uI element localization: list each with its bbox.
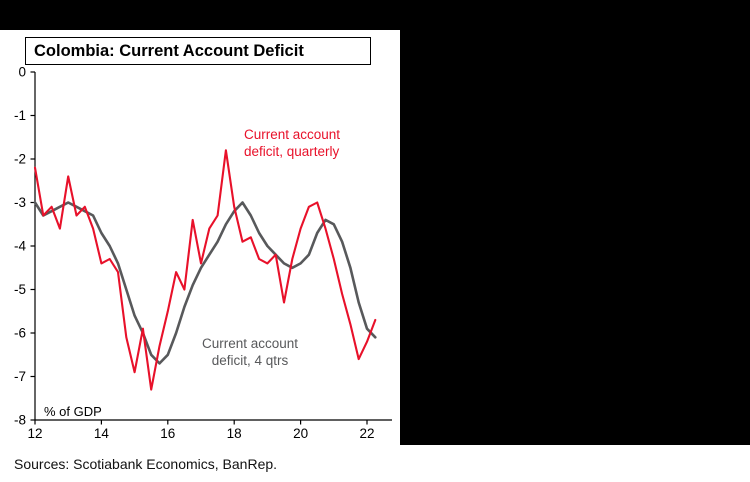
legend-quarterly-line2: deficit, quarterly (244, 144, 340, 159)
chart-title: Colombia: Current Account Deficit (34, 41, 304, 60)
legend-4qtrs: Current account deficit, 4 qtrs (170, 335, 330, 369)
footer-bar: Sources: Scotiabank Economics, BanRep. (0, 445, 750, 482)
svg-text:14: 14 (94, 426, 110, 441)
svg-text:-4: -4 (14, 239, 26, 254)
svg-text:18: 18 (227, 426, 242, 441)
svg-text:-7: -7 (14, 369, 26, 384)
chart-plot: 0 -1 -2 -3 -4 -5 -6 -7 -812 14 16 18 20 22 (14, 65, 392, 442)
chart-panel: 0 -1 -2 -3 -4 -5 -6 -7 -8 12 14 16 18 20 22 Colombia: … (0, 30, 400, 445)
chart-title-box: Colombia: Current Account Deficit (25, 37, 371, 65)
axis-tick-labels: 0 -1 -2 -3 -4 -5 -6 -7 -812 14 16 18 20 22 (14, 65, 375, 442)
sources-text: Sources: Scotiabank Economics, BanRep. (14, 455, 278, 472)
svg-text:-1: -1 (14, 108, 26, 123)
series-line-current-account-deficit-quarterly (33, 149, 377, 391)
axes (30, 71, 392, 425)
series-line-current-account-deficit-4-qtrs (33, 201, 377, 365)
svg-text:-3: -3 (14, 195, 26, 210)
svg-text:16: 16 (160, 426, 175, 441)
svg-text:22: 22 (359, 426, 374, 441)
legend-4qtrs-line1: Current account (201, 336, 299, 351)
legend-quarterly: Current account deficit, quarterly (244, 126, 340, 160)
y-axis-unit-label: % of GDP (44, 404, 102, 419)
svg-text:-8: -8 (14, 413, 26, 428)
svg-text:-6: -6 (14, 326, 26, 341)
svg-text:12: 12 (27, 426, 42, 441)
svg-text:20: 20 (293, 426, 308, 441)
svg-text:0: 0 (18, 65, 26, 80)
legend-quarterly-line1: Current account (244, 127, 341, 142)
svg-text:-5: -5 (14, 282, 26, 297)
svg-text:-2: -2 (14, 152, 26, 167)
legend-4qtrs-line2: deficit, 4 qtrs (211, 353, 289, 368)
